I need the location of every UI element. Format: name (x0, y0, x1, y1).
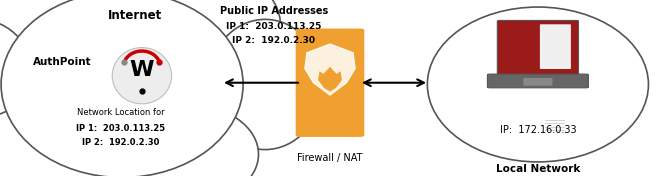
Polygon shape (318, 67, 342, 92)
Text: IP 2:  192.0.2.30: IP 2: 192.0.2.30 (82, 138, 160, 147)
Text: IP:  172.16.0.33: IP: 172.16.0.33 (500, 125, 576, 135)
Text: Internet: Internet (108, 9, 162, 22)
Text: AuthPoint: AuthPoint (34, 57, 92, 67)
Text: W: W (129, 60, 154, 80)
FancyBboxPatch shape (487, 74, 589, 88)
Text: Local Network: Local Network (496, 164, 580, 174)
Ellipse shape (428, 7, 648, 162)
Polygon shape (305, 44, 355, 95)
FancyBboxPatch shape (498, 20, 578, 75)
Text: Firewall / NAT: Firewall / NAT (297, 153, 363, 163)
Ellipse shape (0, 19, 36, 150)
Ellipse shape (117, 105, 259, 176)
Ellipse shape (38, 0, 206, 64)
FancyBboxPatch shape (540, 24, 571, 69)
Ellipse shape (208, 19, 322, 150)
FancyBboxPatch shape (523, 78, 552, 86)
Ellipse shape (0, 105, 122, 176)
FancyBboxPatch shape (296, 29, 364, 137)
Ellipse shape (112, 48, 172, 104)
Text: Public IP Addresses: Public IP Addresses (220, 6, 328, 16)
Ellipse shape (1, 0, 243, 176)
Ellipse shape (0, 0, 96, 80)
Text: Network Location for: Network Location for (77, 108, 164, 117)
Text: IP 1:  203.0.113.25: IP 1: 203.0.113.25 (76, 124, 166, 133)
Text: IP 1:  203.0.113.25: IP 1: 203.0.113.25 (226, 22, 321, 31)
Text: IP 2:  192.0.2.30: IP 2: 192.0.2.30 (232, 36, 315, 45)
Ellipse shape (148, 0, 280, 80)
